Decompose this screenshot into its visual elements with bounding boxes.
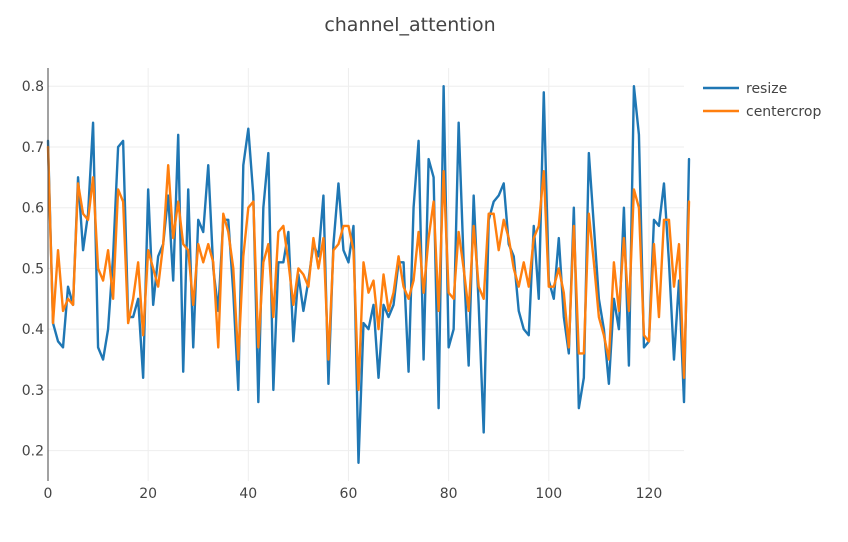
- y-tick-label: 0.6: [22, 201, 44, 217]
- x-tick-label: 100: [535, 486, 562, 502]
- y-tick-label: 0.2: [22, 444, 44, 460]
- x-tick-label: 20: [139, 486, 157, 502]
- legend[interactable]: resize centercrop: [703, 81, 821, 120]
- legend-label: resize: [746, 81, 787, 97]
- legend-item-resize[interactable]: resize: [703, 81, 787, 97]
- chart-title: channel_attention: [324, 14, 495, 36]
- axes: 0.2 0.3 0.4 0.5 0.6 0.7 0.8 0 20 40 60 80 100 120: [22, 68, 663, 502]
- legend-item-centercrop[interactable]: centercrop: [703, 104, 821, 120]
- x-tick-label: 0: [44, 486, 53, 502]
- legend-label: centercrop: [746, 104, 821, 120]
- x-tick-label: 40: [239, 486, 257, 502]
- x-tick-label: 80: [440, 486, 458, 502]
- y-tick-label: 0.7: [22, 140, 44, 156]
- y-tick-label: 0.8: [22, 79, 44, 95]
- x-tick-label: 120: [636, 486, 663, 502]
- y-tick-label: 0.4: [22, 322, 44, 338]
- y-tick-label: 0.5: [22, 261, 44, 277]
- series-lines: [46, 85, 691, 464]
- x-tick-label: 60: [340, 486, 358, 502]
- y-tick-label: 0.3: [22, 383, 44, 399]
- series-line-centercrop: [46, 145, 691, 392]
- series-line-resize: [46, 85, 691, 464]
- gridlines: [48, 68, 684, 481]
